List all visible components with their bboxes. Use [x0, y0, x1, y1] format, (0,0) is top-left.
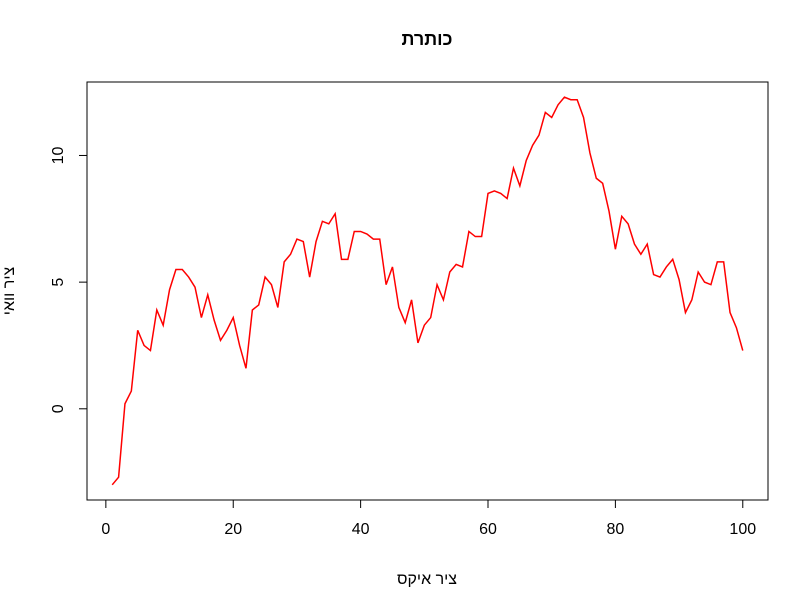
x-axis-label: ציר איקס — [397, 571, 457, 588]
y-tick-label: 5 — [50, 278, 67, 287]
y-tick-label: 0 — [50, 404, 67, 413]
x-tick-label: 80 — [606, 521, 624, 538]
x-tick-label: 40 — [352, 521, 370, 538]
y-tick-label: 10 — [50, 146, 67, 164]
data-line — [111, 96, 744, 486]
chart-title: כותרת — [401, 29, 452, 49]
plot-frame — [86, 81, 769, 501]
x-tick-label: 0 — [101, 521, 110, 538]
y-axis-label: ציר וואי — [1, 267, 18, 316]
x-tick-label: 20 — [224, 521, 242, 538]
x-tick-label: 60 — [479, 521, 497, 538]
x-tick-label: 100 — [729, 521, 756, 538]
